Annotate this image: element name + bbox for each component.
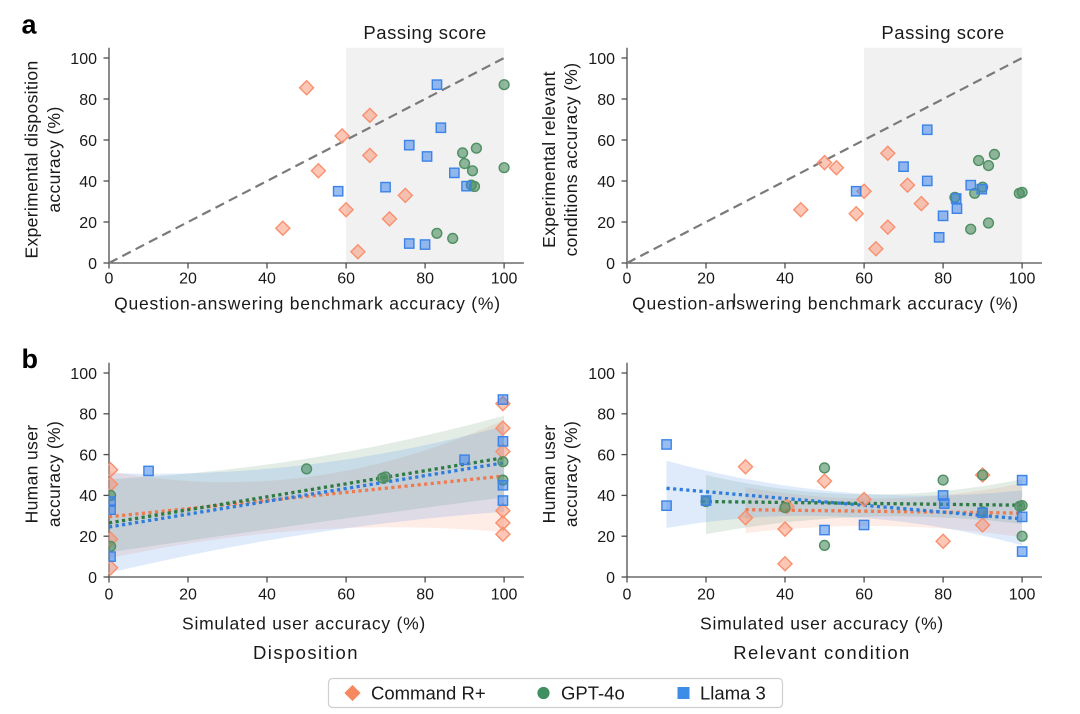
svg-text:40: 40: [79, 174, 97, 191]
svg-text:100: 100: [588, 366, 615, 383]
svg-text:Human user: Human user: [22, 425, 42, 524]
svg-text:40: 40: [258, 271, 276, 288]
svg-text:a: a: [22, 10, 38, 40]
svg-text:0: 0: [623, 587, 632, 604]
svg-text:80: 80: [79, 92, 97, 109]
svg-text:Llama 3: Llama 3: [700, 683, 766, 704]
svg-text:60: 60: [337, 587, 355, 604]
svg-text:20: 20: [697, 587, 715, 604]
svg-text:20: 20: [179, 587, 197, 604]
svg-text:40: 40: [258, 587, 276, 604]
svg-text:100: 100: [70, 366, 97, 383]
svg-text:60: 60: [855, 587, 873, 604]
svg-text:40: 40: [597, 174, 615, 191]
svg-text:Experimental relevant: Experimental relevant: [539, 71, 559, 248]
svg-text:60: 60: [855, 271, 873, 288]
svg-text:0: 0: [606, 256, 615, 273]
svg-text:20: 20: [179, 271, 197, 288]
svg-text:Simulated user accuracy (%): Simulated user accuracy (%): [700, 614, 944, 634]
svg-text:0: 0: [623, 271, 632, 288]
svg-text:60: 60: [597, 133, 615, 150]
svg-text:Simulated user accuracy (%): Simulated user accuracy (%): [182, 614, 426, 634]
svg-text:60: 60: [79, 447, 97, 464]
svg-text:20: 20: [79, 215, 97, 232]
svg-text:20: 20: [597, 215, 615, 232]
svg-text:80: 80: [597, 407, 615, 424]
svg-text:20: 20: [79, 529, 97, 546]
svg-text:0: 0: [105, 271, 114, 288]
svg-text:20: 20: [597, 529, 615, 546]
svg-text:40: 40: [597, 488, 615, 505]
svg-text:Disposition: Disposition: [253, 642, 359, 663]
svg-text:80: 80: [934, 271, 952, 288]
svg-text:Question-answering benchmark a: Question-answering benchmark accuracy (%…: [632, 294, 1019, 314]
svg-text:100: 100: [70, 51, 97, 68]
svg-text:0: 0: [88, 256, 97, 273]
svg-text:Command R+: Command R+: [371, 683, 486, 704]
svg-text:60: 60: [597, 447, 615, 464]
svg-text:Passing score: Passing score: [363, 22, 486, 43]
svg-text:Question-answering benchmark a: Question-answering benchmark accuracy (%…: [114, 294, 501, 314]
svg-text:100: 100: [491, 587, 518, 604]
svg-text:accuracy (%): accuracy (%): [44, 106, 64, 212]
svg-text:100: 100: [1009, 271, 1036, 288]
svg-text:0: 0: [88, 570, 97, 587]
svg-text:60: 60: [337, 271, 355, 288]
svg-text:100: 100: [588, 51, 615, 68]
svg-text:GPT-4o: GPT-4o: [561, 683, 625, 704]
svg-text:accuracy (%): accuracy (%): [44, 421, 64, 527]
svg-text:80: 80: [416, 587, 434, 604]
svg-text:0: 0: [105, 587, 114, 604]
svg-text:accuracy (%): accuracy (%): [561, 421, 581, 527]
svg-text:Relevant condition: Relevant condition: [733, 642, 910, 663]
svg-text:80: 80: [416, 271, 434, 288]
svg-text:40: 40: [776, 587, 794, 604]
svg-text:0: 0: [606, 570, 615, 587]
svg-text:60: 60: [79, 133, 97, 150]
svg-text:b: b: [22, 344, 39, 374]
svg-text:20: 20: [697, 271, 715, 288]
svg-text:40: 40: [776, 271, 794, 288]
svg-text:80: 80: [934, 587, 952, 604]
svg-text:Human user: Human user: [539, 425, 559, 524]
svg-text:Experimental disposition: Experimental disposition: [22, 60, 42, 258]
svg-text:Passing score: Passing score: [881, 22, 1004, 43]
svg-text:80: 80: [79, 407, 97, 424]
svg-text:100: 100: [1009, 587, 1036, 604]
svg-text:conditions accuracy (%): conditions accuracy (%): [561, 63, 581, 257]
svg-text:40: 40: [79, 488, 97, 505]
svg-text:100: 100: [491, 271, 518, 288]
svg-text:80: 80: [597, 92, 615, 109]
